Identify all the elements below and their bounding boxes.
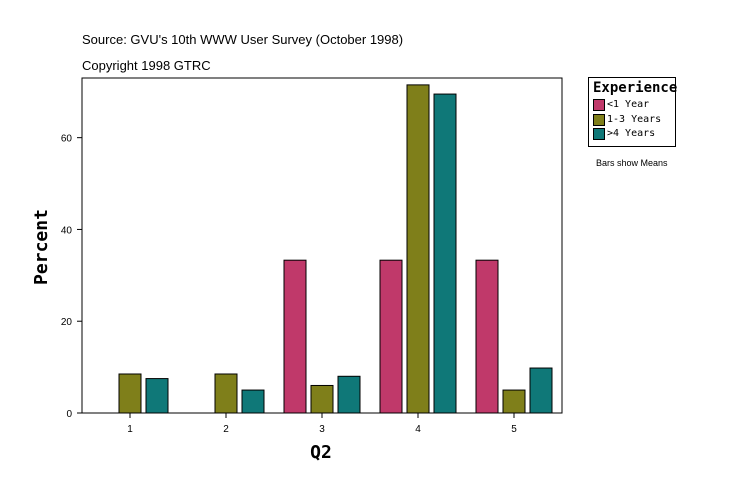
legend-swatch-lt1-year	[593, 99, 605, 111]
bar-q4-series-1	[379, 259, 403, 414]
legend-swatch-1-3-years	[593, 114, 605, 126]
bar-q3-series-3	[337, 375, 361, 414]
y-tick-label: 0	[66, 409, 72, 420]
y-tick-label: 60	[61, 134, 73, 145]
x-axis-title: Q2	[310, 442, 332, 463]
legend-title: Experience	[593, 80, 678, 96]
bar-q2-series-2	[214, 373, 238, 414]
legend-item-1-3-years: 1-3 Years	[593, 114, 661, 126]
bar-q1-series-2	[118, 373, 142, 414]
legend-label: 1-3 Years	[607, 114, 662, 125]
y-axis-title: Percent	[31, 209, 52, 285]
x-tick-label: 2	[223, 424, 229, 435]
chart-copyright: Copyright 1998 GTRC	[82, 58, 211, 73]
x-tick-label: 1	[127, 424, 133, 435]
legend-label: <1 Year	[607, 99, 650, 110]
y-tick-label: 20	[61, 317, 73, 328]
x-tick-label: 3	[319, 424, 325, 435]
bar-q5-series-3	[529, 367, 553, 414]
x-tick-label: 4	[415, 424, 421, 435]
chart-note: Bars show Means	[596, 158, 668, 168]
legend-item-lt1-year: <1 Year	[593, 99, 649, 111]
legend-item-gt4-years: >4 Years	[593, 128, 655, 140]
bar-q1-series-3	[145, 378, 169, 414]
bar-q3-series-1	[283, 259, 307, 414]
y-tick-label: 40	[61, 225, 73, 236]
x-tick-label: 5	[511, 424, 517, 435]
chart-source: Source: GVU's 10th WWW User Survey (Octo…	[82, 32, 404, 47]
bar-q2-series-3	[241, 389, 265, 414]
bar-q4-series-3	[433, 93, 457, 414]
bar-q4-series-2	[406, 84, 430, 414]
bar-q3-series-2	[310, 384, 334, 414]
legend: Experience <1 Year 1-3 Years >4 Years	[588, 77, 678, 147]
legend-swatch-gt4-years	[593, 128, 605, 140]
bar-q5-series-2	[502, 389, 526, 414]
bar-q5-series-1	[475, 259, 499, 414]
legend-label: >4 Years	[607, 128, 656, 139]
